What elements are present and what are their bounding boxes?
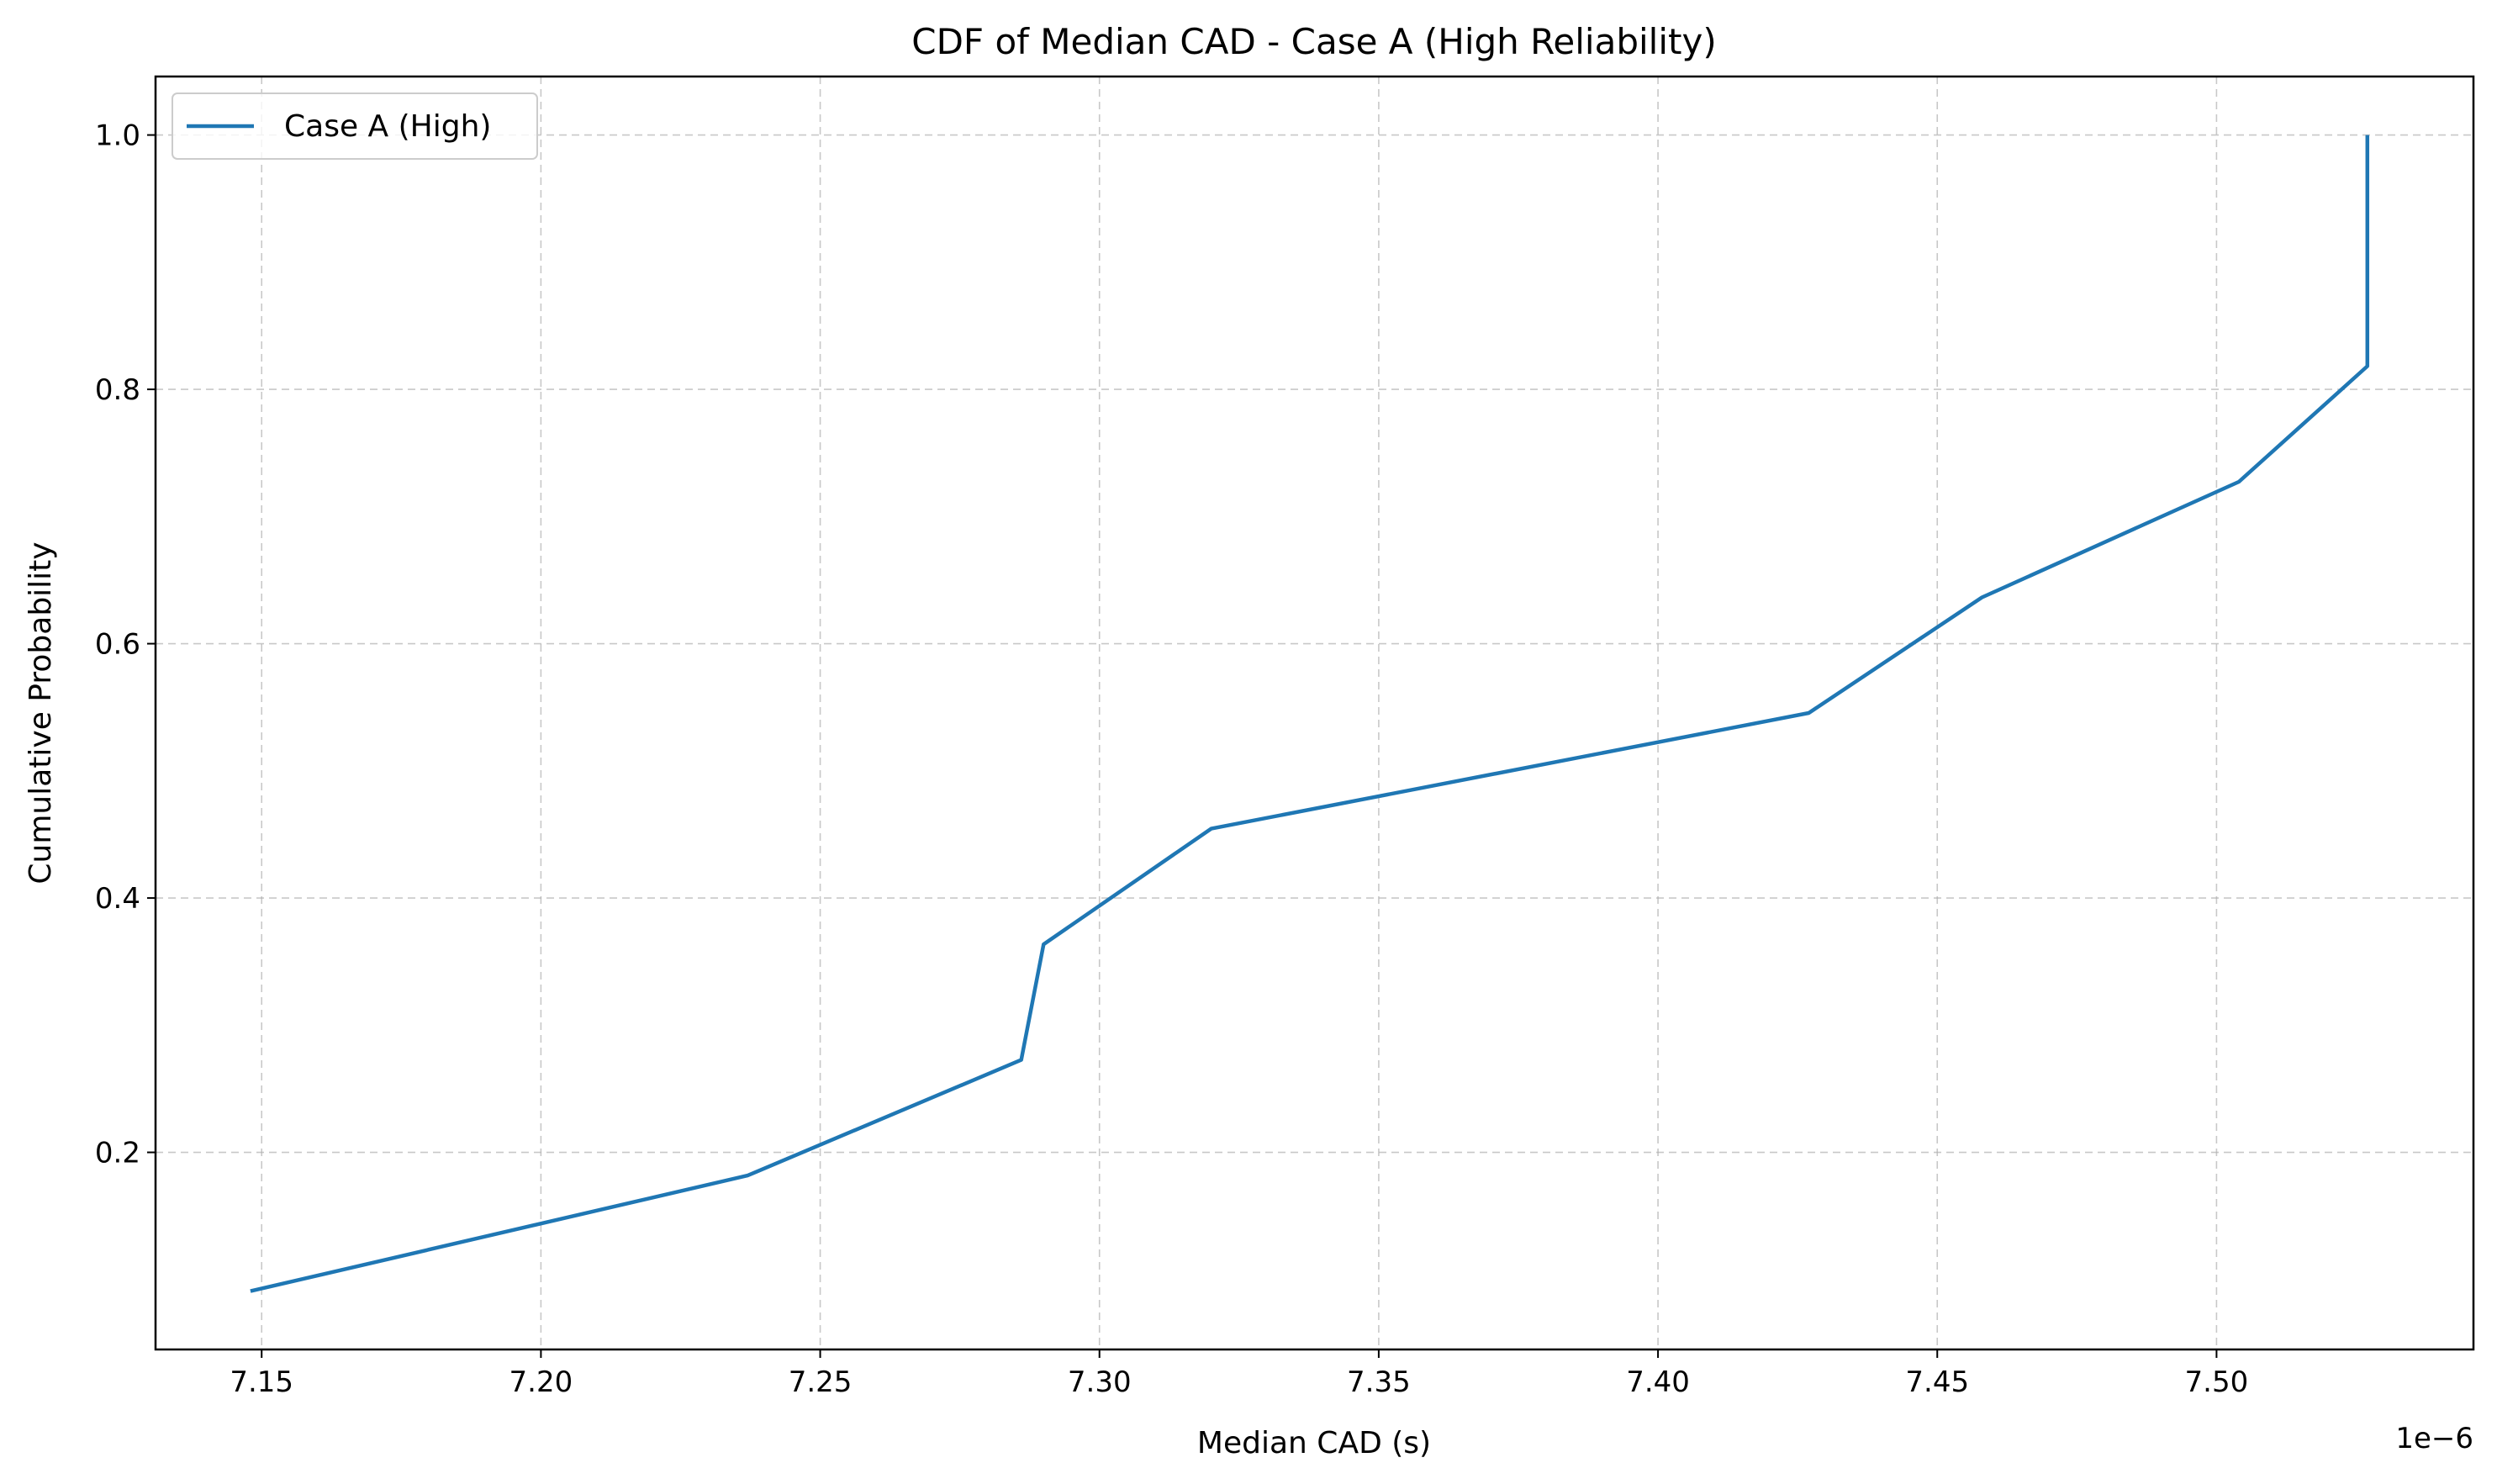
legend: Case A (High) (172, 92, 538, 160)
x-axis-offset-label: 1e−6 (2395, 1422, 2473, 1455)
grid-lines (156, 77, 2473, 1349)
y-axis-label: Cumulative Probability (24, 541, 58, 884)
x-tick-label: 7.25 (789, 1365, 853, 1399)
y-tick-label: 0.8 (95, 373, 140, 407)
x-axis-label: Median CAD (s) (1197, 1426, 1431, 1460)
x-tick-label: 7.50 (2185, 1365, 2249, 1399)
legend-label: Case A (High) (284, 109, 491, 144)
x-tick-label: 7.30 (1068, 1365, 1132, 1399)
x-tick-label: 7.15 (230, 1365, 293, 1399)
x-tick-label: 7.20 (509, 1365, 573, 1399)
x-tick-label: 7.40 (1626, 1365, 1690, 1399)
plot-frame (154, 75, 2475, 1351)
x-axis-ticks: 7.15 7.20 7.25 7.30 7.35 7.40 7.45 7.50 (230, 1349, 2248, 1399)
x-tick-label: 7.45 (1905, 1365, 1969, 1399)
y-tick-label: 0.4 (95, 882, 140, 916)
series-layer (250, 135, 2370, 1293)
legend-box (172, 92, 538, 160)
y-tick-label: 1.0 (95, 119, 140, 153)
y-axis-ticks: 0.2 0.4 0.6 0.8 1.0 (95, 119, 156, 1170)
chart-title: CDF of Median CAD - Case A (High Reliabi… (911, 21, 1716, 62)
y-tick-label: 0.2 (95, 1137, 140, 1170)
x-tick-label: 7.35 (1347, 1365, 1411, 1399)
y-tick-label: 0.6 (95, 628, 140, 662)
series-line (250, 135, 2370, 1293)
